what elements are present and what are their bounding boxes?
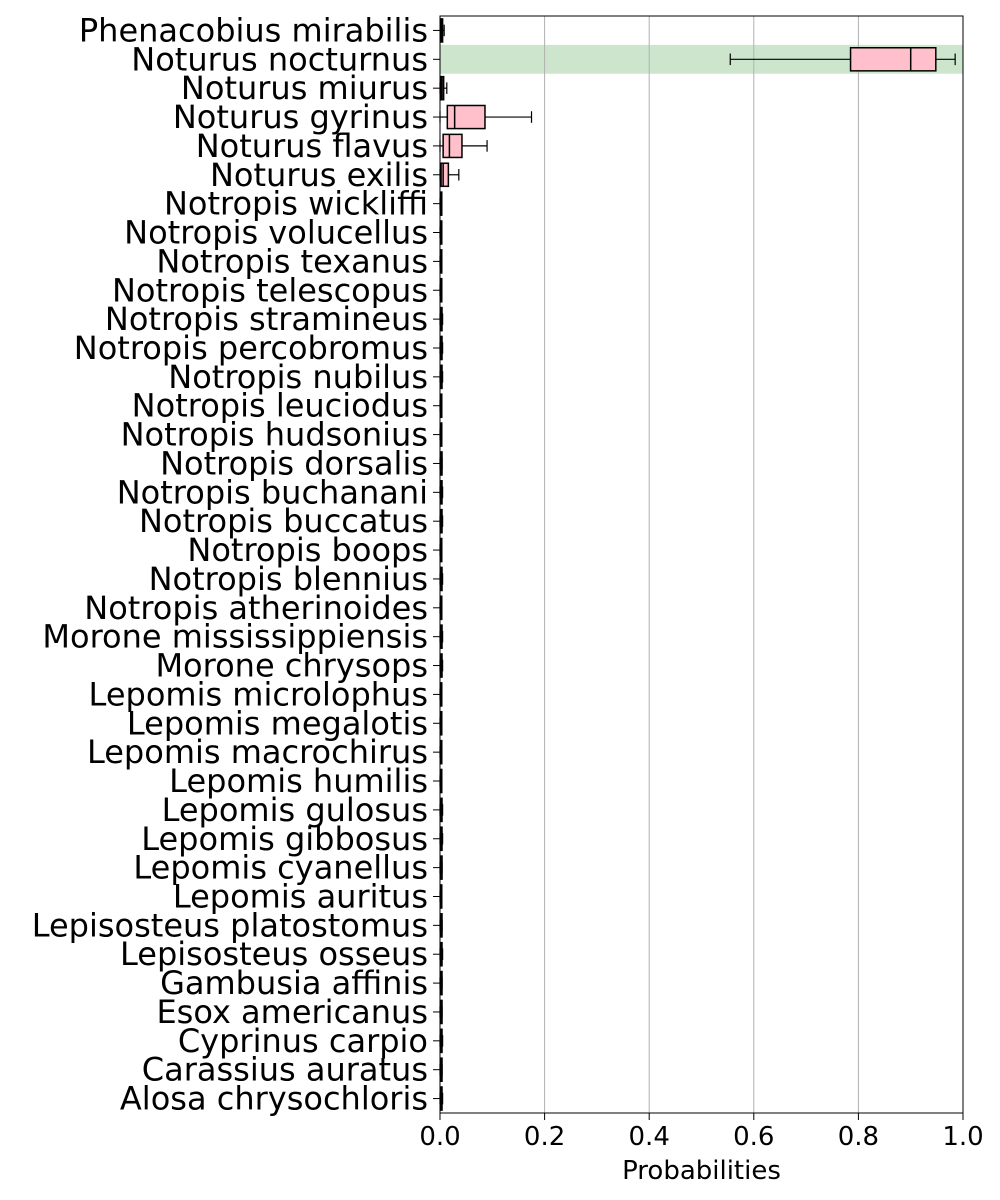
x-tick-label-4: 0.8 xyxy=(838,1122,879,1152)
category-label-noturus-flavus: Noturus flavus xyxy=(196,127,428,165)
category-label-lepomis-macrochirus: Lepomis macrochirus xyxy=(87,733,428,771)
category-label-lepomis-cyanellus: Lepomis cyanellus xyxy=(133,849,428,887)
category-label-noturus-exilis: Noturus exilis xyxy=(210,156,428,194)
category-label-esox-americanus: Esox americanus xyxy=(156,993,428,1031)
category-label-lepomis-megalotis: Lepomis megalotis xyxy=(127,704,428,742)
category-label-notropis-hudsonius: Notropis hudsonius xyxy=(121,416,428,454)
category-label-carassius-auratus: Carassius auratus xyxy=(142,1051,428,1089)
box-phenacobius-mirabilis xyxy=(439,18,445,43)
category-label-morone-chrysops: Morone chrysops xyxy=(155,647,428,685)
x-axis-title: Probabilities xyxy=(622,1156,781,1186)
box-noturus-exilis xyxy=(439,162,460,188)
category-label-notropis-nubilus: Notropis nubilus xyxy=(168,358,428,396)
category-label-notropis-boops: Notropis boops xyxy=(187,531,428,569)
x-tick-label-0: 0.0 xyxy=(419,1122,460,1152)
category-label-cyprinus-carpio: Cyprinus carpio xyxy=(178,1022,428,1060)
category-label-gambusia-affinis: Gambusia affinis xyxy=(160,964,428,1002)
category-label-notropis-buchanani: Notropis buchanani xyxy=(117,473,428,511)
x-tick-label-2: 0.4 xyxy=(629,1122,670,1152)
category-label-lepomis-humilis: Lepomis humilis xyxy=(169,762,428,800)
category-label-notropis-blennius: Notropis blennius xyxy=(149,560,428,598)
category-label-noturus-gyrinus: Noturus gyrinus xyxy=(173,98,428,136)
category-label-noturus-miurus: Noturus miurus xyxy=(181,69,428,107)
box-lepomis-microlophus xyxy=(439,682,443,707)
plot-frame xyxy=(439,15,964,1114)
category-label-lepomis-gulosus: Lepomis gulosus xyxy=(162,791,428,829)
x-tick-label-5: 1.0 xyxy=(942,1122,983,1152)
category-label-notropis-wickliffi: Notropis wickliffi xyxy=(164,185,428,223)
category-label-lepomis-auritus: Lepomis auritus xyxy=(173,877,428,915)
box-noturus-gyrinus xyxy=(439,104,533,130)
category-label-lepomis-microlophus: Lepomis microlophus xyxy=(89,675,428,713)
x-tick-label-3: 0.6 xyxy=(733,1122,774,1152)
x-tick-label-1: 0.2 xyxy=(524,1122,565,1152)
category-label-notropis-texanus: Notropis texanus xyxy=(156,242,428,280)
category-label-alosa-chrysochloris: Alosa chrysochloris xyxy=(120,1080,428,1118)
category-label-noturus-nocturnus: Noturus nocturnus xyxy=(131,40,428,78)
category-label-phenacobius-mirabilis: Phenacobius mirabilis xyxy=(79,11,428,49)
grid-layer xyxy=(544,16,859,1113)
box-layer xyxy=(439,18,956,1111)
box-iqr xyxy=(849,47,937,72)
category-label-lepisosteus-osseus: Lepisosteus osseus xyxy=(120,935,428,973)
category-label-notropis-percobromus: Notropis percobromus xyxy=(74,329,428,367)
category-label-notropis-telescopus: Notropis telescopus xyxy=(112,271,428,309)
category-label-notropis-leuciodus: Notropis leuciodus xyxy=(132,387,428,425)
box-iqr xyxy=(442,133,463,159)
category-label-notropis-atherinoides: Notropis atherinoides xyxy=(84,589,428,627)
category-label-lepomis-gibbosus: Lepomis gibbosus xyxy=(141,820,428,858)
box-iqr xyxy=(446,104,486,130)
category-label-lepisosteus-platostomus: Lepisosteus platostomus xyxy=(32,906,428,944)
category-label-notropis-buccatus: Notropis buccatus xyxy=(139,502,428,540)
box-noturus-nocturnus xyxy=(729,47,956,72)
category-label-morone-mississippiensis: Morone mississippiensis xyxy=(42,618,428,656)
category-label-notropis-volucellus: Notropis volucellus xyxy=(124,214,428,252)
x-tick-layer: 0.0 0.2 0.4 0.6 0.8 1.0 xyxy=(419,1113,984,1152)
box-noturus-flavus xyxy=(439,133,488,159)
box-iqr xyxy=(440,162,450,188)
box-noturus-miurus xyxy=(439,75,448,101)
category-label-notropis-dorsalis: Notropis dorsalis xyxy=(160,444,428,482)
category-label-notropis-stramineus: Notropis stramineus xyxy=(105,300,428,338)
